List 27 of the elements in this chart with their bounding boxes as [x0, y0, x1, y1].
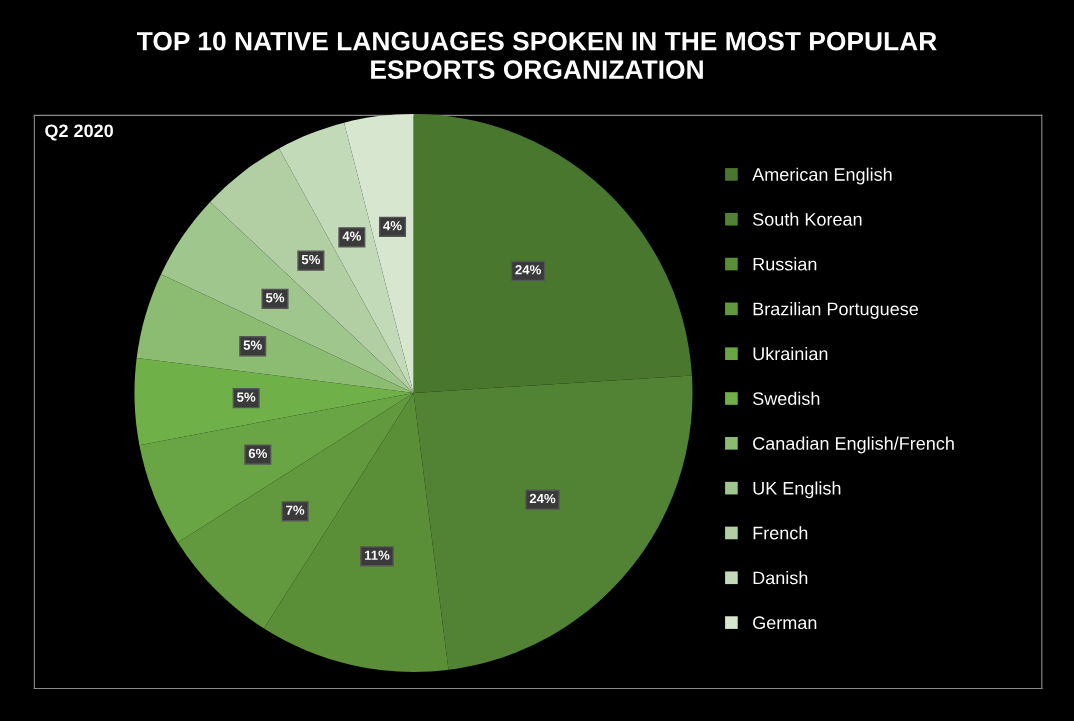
legend-label: Swedish — [752, 391, 820, 405]
legend-label: Brazilian Portuguese — [753, 302, 918, 319]
legend-label: Canadian English/French — [753, 436, 954, 454]
data-label: 5% — [243, 340, 262, 350]
data-label: 11% — [364, 550, 390, 560]
text: Q2 2020 — [45, 124, 113, 141]
legend-label: South Korean — [752, 212, 862, 226]
legend-label: Ukrainian — [753, 346, 828, 361]
data-label: 4% — [342, 231, 362, 241]
legend-label: German — [753, 616, 817, 630]
data-label: 5% — [265, 293, 285, 303]
legend-label: Danish — [753, 571, 808, 585]
data-label: 24% — [529, 493, 556, 504]
data-label: 5% — [301, 254, 321, 265]
legend-label: Russian — [753, 257, 817, 271]
legend-label: French — [753, 526, 808, 540]
data-label: 7% — [286, 505, 305, 515]
data-label: 24% — [515, 265, 541, 275]
legend-label: American English — [752, 167, 892, 185]
legend-label: UK English — [753, 481, 841, 499]
pie-slice — [210, 148, 414, 393]
data-label: 6% — [248, 448, 268, 459]
pie-slice — [136, 274, 414, 393]
data-label: 5% — [237, 392, 256, 402]
pie-slice — [161, 201, 414, 393]
data-label: 4% — [383, 221, 402, 231]
chart-title: TOP 10 NATIVE LANGUAGES SPOKEN IN THE MOST POPULAR ESPORTS ORGANIZATION — [136, 31, 937, 79]
